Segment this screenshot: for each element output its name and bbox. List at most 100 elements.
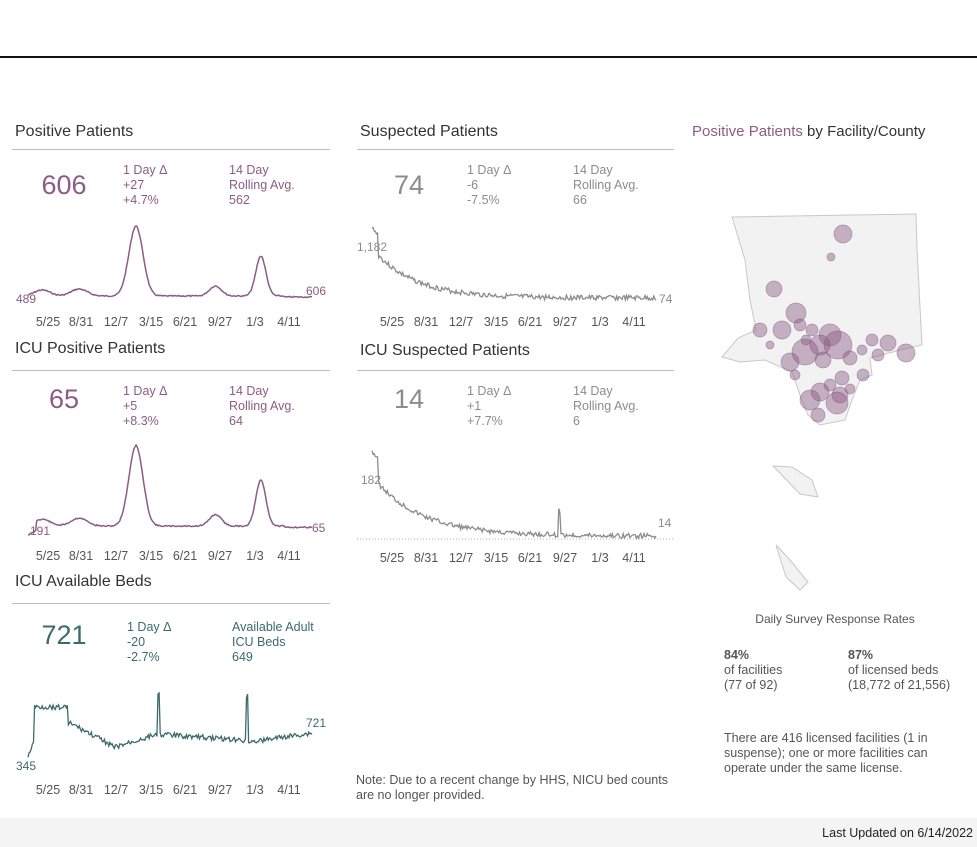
icu-beds-delta: 1 Day Δ -20 -2.7%: [127, 620, 171, 665]
x-tick: 9/27: [552, 315, 578, 329]
positive-rolling-avg: 14 Day Rolling Avg. 562: [229, 163, 295, 208]
x-tick: 6/21: [172, 549, 198, 563]
facility-bubble[interactable]: [765, 340, 775, 350]
facility-bubble[interactable]: [805, 323, 819, 337]
delta-label: 1 Day Δ: [467, 384, 512, 398]
x-tick: 4/11: [277, 315, 301, 329]
facility-bubble[interactable]: [871, 348, 885, 362]
header-rule: [0, 56, 977, 58]
facility-bubble[interactable]: [834, 370, 850, 386]
facility-bubble[interactable]: [765, 280, 783, 298]
facility-bubble[interactable]: [752, 322, 768, 338]
facility-bubble[interactable]: [785, 302, 807, 324]
facility-bubble[interactable]: [789, 369, 801, 381]
x-tick: 3/15: [138, 549, 164, 563]
icu-suspected-end-label: 14: [658, 516, 672, 530]
facility-bubble[interactable]: [780, 352, 800, 372]
avg-label-2: Rolling Avg.: [229, 399, 295, 413]
x-tick: 9/27: [552, 551, 578, 565]
nicu-note: Note: Due to a recent change by HHS, NIC…: [356, 773, 668, 802]
facility-bubble[interactable]: [799, 389, 821, 411]
icu-suspected-title: ICU Suspected Patients: [360, 342, 530, 359]
facility-bubble[interactable]: [856, 344, 868, 356]
icu-beds-series-line: [27, 691, 313, 758]
x-tick: 8/31: [413, 551, 439, 565]
avg-label-1: 14 Day: [573, 163, 613, 177]
licensed-facilities-note: There are 416 licensed facilities (1 in …: [724, 731, 928, 775]
facility-bubble[interactable]: [814, 351, 832, 369]
suspected-divider: [357, 149, 674, 150]
facility-bubble[interactable]: [809, 334, 831, 356]
county-outline: [721, 213, 923, 426]
x-tick: 8/31: [68, 549, 94, 563]
facility-bubble[interactable]: [842, 350, 858, 366]
facility-bubble[interactable]: [833, 224, 853, 244]
suspected-delta: 1 Day Δ -6 -7.5%: [467, 163, 511, 208]
delta-abs: -6: [467, 178, 479, 192]
delta-pct: -7.5%: [467, 193, 500, 207]
x-tick: 6/21: [517, 315, 543, 329]
x-tick: 1/3: [591, 315, 609, 329]
x-tick: 3/15: [138, 315, 164, 329]
island-outline: [771, 465, 819, 498]
x-tick: 9/27: [207, 549, 233, 563]
facility-bubble[interactable]: [823, 378, 837, 392]
x-tick: 12/7: [103, 783, 129, 797]
facility-bubble[interactable]: [810, 407, 826, 423]
positive-divider: [12, 149, 330, 150]
avg-label-2: Rolling Avg.: [229, 178, 295, 192]
x-tick: 8/31: [413, 315, 439, 329]
island-outline: [775, 544, 809, 591]
facility-bubbles[interactable]: [752, 224, 916, 423]
avail-label-1: Available Adult: [232, 620, 314, 634]
avg-value: 6: [573, 414, 580, 428]
icu-suspected-delta: 1 Day Δ +1 +7.7%: [467, 384, 511, 429]
facility-bubble[interactable]: [831, 386, 849, 404]
positive-series-line: [27, 225, 313, 299]
icu-positive-series-line: [28, 443, 313, 536]
suspected-end-label: 74: [659, 292, 673, 306]
delta-label: 1 Day Δ: [123, 384, 168, 398]
response-rates-title: Daily Survey Response Rates: [755, 612, 915, 626]
facility-bubble[interactable]: [865, 333, 879, 347]
facility-bubble[interactable]: [823, 330, 853, 360]
delta-pct: +8.3%: [123, 414, 159, 428]
positive-patients-title: Positive Patients: [15, 123, 134, 140]
x-tick: 4/11: [622, 315, 646, 329]
x-tick: 3/15: [483, 551, 509, 565]
facility-bubble[interactable]: [856, 368, 870, 382]
map-title: Positive Patients by Facility/County: [692, 123, 925, 140]
delta-label: 1 Day Δ: [123, 163, 168, 177]
x-tick: 9/27: [207, 783, 233, 797]
delta-abs: +5: [123, 399, 138, 413]
delta-abs: -20: [127, 635, 146, 649]
x-tick: 4/11: [622, 551, 646, 565]
suspected-rolling-avg: 14 Day Rolling Avg. 66: [573, 163, 639, 208]
x-tick: 12/7: [448, 315, 474, 329]
facility-bubble[interactable]: [896, 343, 916, 363]
delta-abs: +27: [123, 178, 145, 192]
delta-label: 1 Day Δ: [467, 163, 512, 177]
facility-bubble[interactable]: [826, 252, 836, 262]
x-tick: 8/31: [68, 315, 94, 329]
facility-bubble[interactable]: [793, 318, 807, 332]
facility-bubble[interactable]: [879, 334, 897, 352]
suspected-series-line: [371, 226, 657, 303]
positive-value: 606: [41, 170, 87, 200]
avg-value: 64: [229, 414, 243, 428]
map-title-highlight: Positive Patients: [692, 123, 803, 140]
facility-bubble[interactable]: [800, 334, 812, 346]
facility-bubble[interactable]: [772, 320, 792, 340]
suspected-start-label: 1,182: [357, 240, 388, 254]
x-tick: 12/7: [448, 551, 474, 565]
icu-suspected-series-line: [371, 450, 657, 540]
facility-bubble[interactable]: [844, 383, 856, 395]
x-tick: 5/25: [35, 315, 61, 329]
icu-beds-divider: [12, 603, 330, 604]
facilities-label: of facilities: [724, 663, 783, 677]
facility-bubble[interactable]: [825, 391, 849, 415]
positive-start-label: 489: [16, 292, 37, 306]
icu-positive-rolling-avg: 14 Day Rolling Avg. 64: [229, 384, 295, 429]
